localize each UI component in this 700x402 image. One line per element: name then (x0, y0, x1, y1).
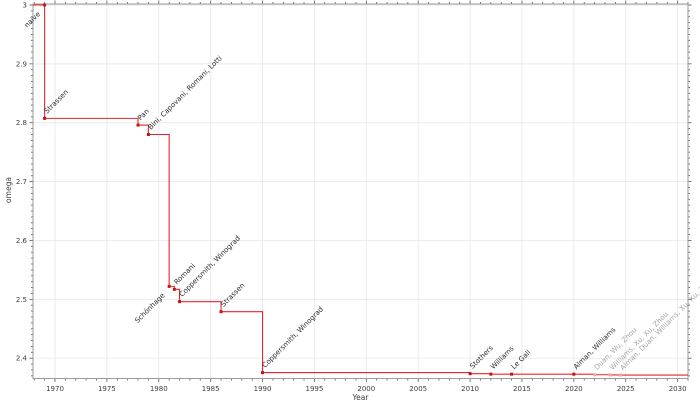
x-tick-label: 2020 (565, 385, 583, 393)
data-point (572, 372, 576, 376)
y-tick-label: 2.4 (16, 355, 28, 363)
gridlines (33, 4, 688, 379)
data-point (593, 373, 597, 377)
x-tick-labels: 1970 1975 1980 1985 1990 1995 2000 2005 2010 2015… (46, 385, 686, 393)
data-point (219, 310, 223, 314)
x-tick-label: 1975 (98, 385, 116, 393)
data-point (167, 284, 171, 288)
step-line (33, 4, 688, 376)
data-point (608, 373, 612, 377)
data-point (619, 373, 623, 377)
y-tick-label: 2.7 (16, 178, 27, 186)
x-tick-label: 1995 (306, 385, 324, 393)
point-label: Strassen (43, 88, 70, 115)
data-point (510, 372, 514, 376)
x-tick-label: 2000 (357, 385, 375, 393)
point-label: Bini, Capovani, Romani, Lotti (147, 54, 224, 131)
x-tick-label: 1985 (202, 385, 220, 393)
point-label: naive (23, 10, 42, 29)
y-tick-labels: 2.4 2.5 2.6 2.7 2.8 2.9 3 (16, 2, 28, 363)
x-tick-label: 1970 (46, 385, 64, 393)
plot-border (32, 3, 689, 379)
point-label: Coppersmith, Winograd (261, 305, 325, 369)
data-point (468, 372, 472, 376)
y-tick-label: 2.8 (16, 119, 27, 127)
x-tick-label: 2005 (409, 385, 427, 393)
data-point (178, 300, 182, 304)
y-tick-label: 2.5 (16, 296, 27, 304)
x-tick-label: 1990 (254, 385, 272, 393)
data-point (43, 116, 47, 120)
x-tick-label: 1980 (150, 385, 168, 393)
axis-ticks (29, 0, 692, 382)
point-label: Schönhage (133, 292, 166, 325)
data-point (172, 287, 176, 291)
data-point (261, 371, 265, 375)
y-axis-label: omega (4, 177, 13, 203)
x-tick-label: 2010 (461, 385, 479, 393)
x-tick-label: 2015 (513, 385, 531, 393)
data-point (43, 3, 47, 7)
y-tick-label: 2.6 (16, 237, 28, 245)
data-point (136, 123, 140, 127)
y-tick-label: 2.9 (16, 60, 27, 68)
data-point (146, 133, 150, 137)
point-label: Strassen (219, 281, 246, 308)
data-point (489, 372, 493, 376)
y-tick-label: 3 (23, 2, 27, 10)
x-tick-label: 2030 (669, 385, 687, 393)
x-axis-label: Year (352, 393, 370, 402)
data-points (43, 3, 623, 377)
point-label: Pan (136, 107, 151, 122)
x-tick-label: 2025 (617, 385, 635, 393)
